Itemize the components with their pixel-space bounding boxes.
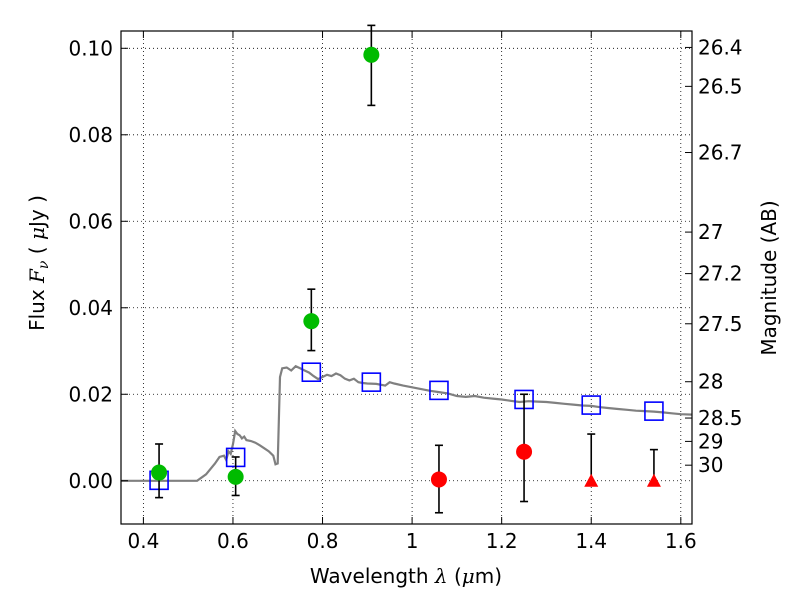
- upper-limit-triangle: [584, 473, 599, 487]
- y-axis-title: Flux Fν ( μJy ): [25, 195, 52, 331]
- model-spectrum-layer: [121, 364, 693, 482]
- model-photometry-square: [429, 380, 449, 401]
- mag-tick-label: 28: [698, 370, 723, 394]
- mag-tick-label: 26.5: [698, 74, 743, 98]
- nondetection-point: [516, 443, 533, 460]
- mag-tick-label: 26.7: [698, 141, 743, 165]
- detection-point: [363, 46, 380, 63]
- nondetection-point: [430, 471, 447, 488]
- x-tick-label: 0.8: [307, 529, 339, 553]
- mag-tick-label: 28.5: [698, 406, 743, 430]
- y-tick-label: 0.08: [68, 123, 113, 147]
- model-photometry-square: [361, 372, 382, 392]
- model-photometry-square: [581, 395, 602, 415]
- tick-labels: 0.4 0.6 0.8 1 1.2 1.4 1.6 0.00 0.02 0.04 0.06 0.08 0…: [68, 35, 742, 553]
- model-spectrum-line: [121, 364, 693, 482]
- upper-limit-triangle: [646, 473, 661, 487]
- y-tick-label: 0.00: [68, 469, 113, 493]
- x-tick-label: 1.2: [486, 529, 518, 553]
- plot-frame: [120, 30, 693, 525]
- detection-point: [151, 464, 168, 481]
- mag-tick-label: 29: [698, 429, 723, 453]
- model-photometry-square: [301, 362, 322, 383]
- y-tick-label: 0.10: [68, 36, 113, 60]
- x-tick-label: 0.4: [127, 529, 159, 553]
- mag-tick-label: 27: [698, 220, 723, 244]
- mag-tick-label: 27.2: [698, 262, 743, 286]
- y-tick-label: 0.06: [68, 209, 113, 233]
- mag-tick-label: 26.4: [698, 35, 743, 59]
- y2-axis-title: Magnitude (AB): [757, 200, 781, 355]
- data-markers-layer: [149, 24, 664, 514]
- mag-tick-label: 27.5: [698, 312, 743, 336]
- detection-point: [303, 313, 320, 330]
- model-photometry-square: [644, 401, 664, 421]
- x-axis-title: Wavelength λ (μm): [310, 564, 502, 588]
- x-tick-label: 1: [406, 529, 419, 553]
- x-tick-label: 1.6: [665, 529, 697, 553]
- x-tick-label: 0.6: [217, 529, 249, 553]
- detection-point: [227, 468, 244, 485]
- tick-marks: [121, 31, 692, 524]
- y-tick-label: 0.02: [68, 382, 113, 406]
- mag-tick-label: 30: [698, 453, 723, 477]
- x-tick-label: 1.4: [575, 529, 607, 553]
- y-tick-label: 0.04: [68, 296, 113, 320]
- grid-lines: [121, 31, 692, 524]
